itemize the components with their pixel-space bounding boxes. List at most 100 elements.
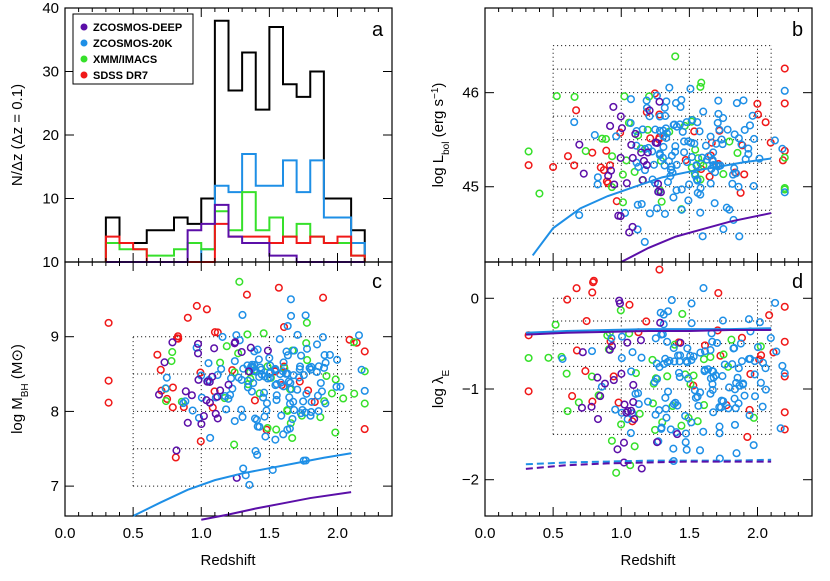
point-zcosmos-20k: [645, 112, 654, 121]
point-zcosmos-20k: [687, 418, 696, 427]
point-xmm-imacs: [562, 369, 571, 378]
point-xmm-imacs: [349, 338, 358, 347]
point-zcosmos-20k: [238, 412, 247, 422]
point-zcosmos-20k: [558, 354, 567, 363]
panel-d-points: [524, 265, 789, 477]
point-zcosmos-deep: [237, 347, 246, 357]
panel-c-ytick-label: 8: [51, 403, 59, 420]
point-xmm-imacs: [230, 368, 239, 377]
panel-a-ytick-label: 20: [42, 127, 59, 144]
histogram-zcosmos-deep: [105, 203, 365, 263]
point-zcosmos-20k: [283, 425, 292, 434]
point-xmm-imacs: [272, 425, 281, 434]
point-zcosmos-20k: [696, 348, 705, 357]
point-zcosmos-20k: [681, 429, 690, 438]
point-zcosmos-20k: [745, 121, 755, 130]
point-zcosmos-20k: [732, 99, 741, 108]
point-zcosmos-20k: [750, 357, 759, 366]
point-zcosmos-20k: [254, 355, 263, 364]
point-zcosmos-20k: [683, 344, 692, 353]
point-zcosmos-20k: [761, 385, 770, 394]
point-zcosmos-deep: [628, 222, 637, 231]
point-zcosmos-20k: [648, 147, 657, 156]
point-zcosmos-deep: [627, 406, 636, 415]
point-zcosmos-20k: [179, 399, 188, 408]
point-sdss-dr7: [780, 64, 789, 73]
point-xmm-imacs: [161, 396, 171, 406]
point-zcosmos-20k: [631, 389, 640, 398]
point-zcosmos-20k: [749, 181, 758, 191]
point-xmm-imacs: [331, 428, 340, 437]
point-zcosmos-deep: [187, 391, 196, 400]
point-zcosmos-deep: [596, 392, 605, 401]
point-zcosmos-20k: [719, 225, 728, 234]
point-zcosmos-20k: [709, 408, 718, 417]
point-zcosmos-20k: [682, 445, 691, 454]
point-xmm-imacs: [780, 185, 789, 194]
point-zcosmos-20k: [660, 161, 669, 170]
point-zcosmos-20k: [693, 118, 702, 127]
point-sdss-dr7: [168, 383, 177, 392]
panel-d-xlabel: Redshift: [620, 552, 676, 569]
point-zcosmos-20k: [730, 420, 740, 429]
threshold-curve-zcosmos-deep: [201, 491, 352, 521]
point-sdss-dr7: [310, 397, 319, 407]
point-zcosmos-20k: [251, 447, 260, 456]
point-zcosmos-20k: [661, 124, 670, 133]
point-zcosmos-20k: [687, 355, 696, 365]
point-zcosmos-20k: [306, 411, 315, 420]
point-zcosmos-20k: [755, 154, 764, 163]
point-zcosmos-20k: [701, 141, 710, 150]
point-xmm-imacs: [618, 198, 628, 207]
point-xmm-imacs: [234, 349, 243, 358]
point-zcosmos-20k: [780, 86, 789, 95]
point-zcosmos-20k: [739, 96, 748, 105]
point-zcosmos-20k: [780, 188, 789, 197]
panel-d-letter: d: [792, 271, 803, 293]
point-zcosmos-deep: [160, 358, 169, 367]
point-sdss-dr7: [295, 377, 304, 386]
panel-c-xtick-label: 1.5: [259, 525, 280, 542]
point-sdss-dr7: [196, 437, 205, 446]
point-zcosmos-deep: [652, 438, 662, 447]
point-zcosmos-deep: [244, 367, 253, 376]
point-sdss-dr7: [753, 99, 762, 108]
point-xmm-imacs: [607, 436, 616, 445]
point-sdss-dr7: [156, 365, 165, 374]
point-zcosmos-deep: [676, 338, 685, 347]
point-xmm-imacs: [235, 277, 244, 286]
point-zcosmos-20k: [655, 112, 664, 121]
point-zcosmos-20k: [590, 131, 599, 140]
point-zcosmos-20k: [261, 432, 270, 441]
point-xmm-imacs: [339, 394, 348, 403]
point-zcosmos-20k: [286, 295, 295, 304]
point-zcosmos-deep: [210, 344, 219, 353]
point-zcosmos-20k: [734, 182, 743, 191]
point-zcosmos-20k: [699, 284, 708, 293]
point-sdss-dr7: [690, 127, 699, 136]
point-zcosmos-20k: [230, 357, 239, 366]
point-zcosmos-deep: [628, 153, 637, 163]
point-xmm-imacs: [635, 409, 644, 418]
point-xmm-imacs: [524, 353, 533, 363]
point-xmm-imacs: [648, 355, 657, 364]
point-sdss-dr7: [780, 99, 789, 108]
point-zcosmos-deep: [193, 349, 203, 358]
panel-b-luminosity: 45 46 b log Lbol (erg s−1): [430, 7, 813, 263]
point-zcosmos-20k: [232, 331, 241, 340]
point-xmm-imacs: [322, 371, 331, 381]
point-zcosmos-20k: [279, 358, 288, 367]
point-sdss-dr7: [602, 146, 611, 155]
point-zcosmos-deep: [627, 140, 636, 149]
point-zcosmos-deep: [194, 375, 203, 384]
point-zcosmos-20k: [708, 385, 717, 394]
point-xmm-imacs: [631, 369, 641, 378]
point-zcosmos-20k: [715, 454, 724, 463]
point-xmm-imacs: [216, 358, 225, 367]
panel-c-xtick-label: 2.0: [327, 525, 348, 542]
point-zcosmos-20k: [360, 386, 369, 395]
point-zcosmos-20k: [692, 161, 701, 170]
point-zcosmos-20k: [284, 377, 293, 386]
point-sdss-dr7: [745, 405, 754, 414]
point-zcosmos-20k: [684, 137, 693, 146]
